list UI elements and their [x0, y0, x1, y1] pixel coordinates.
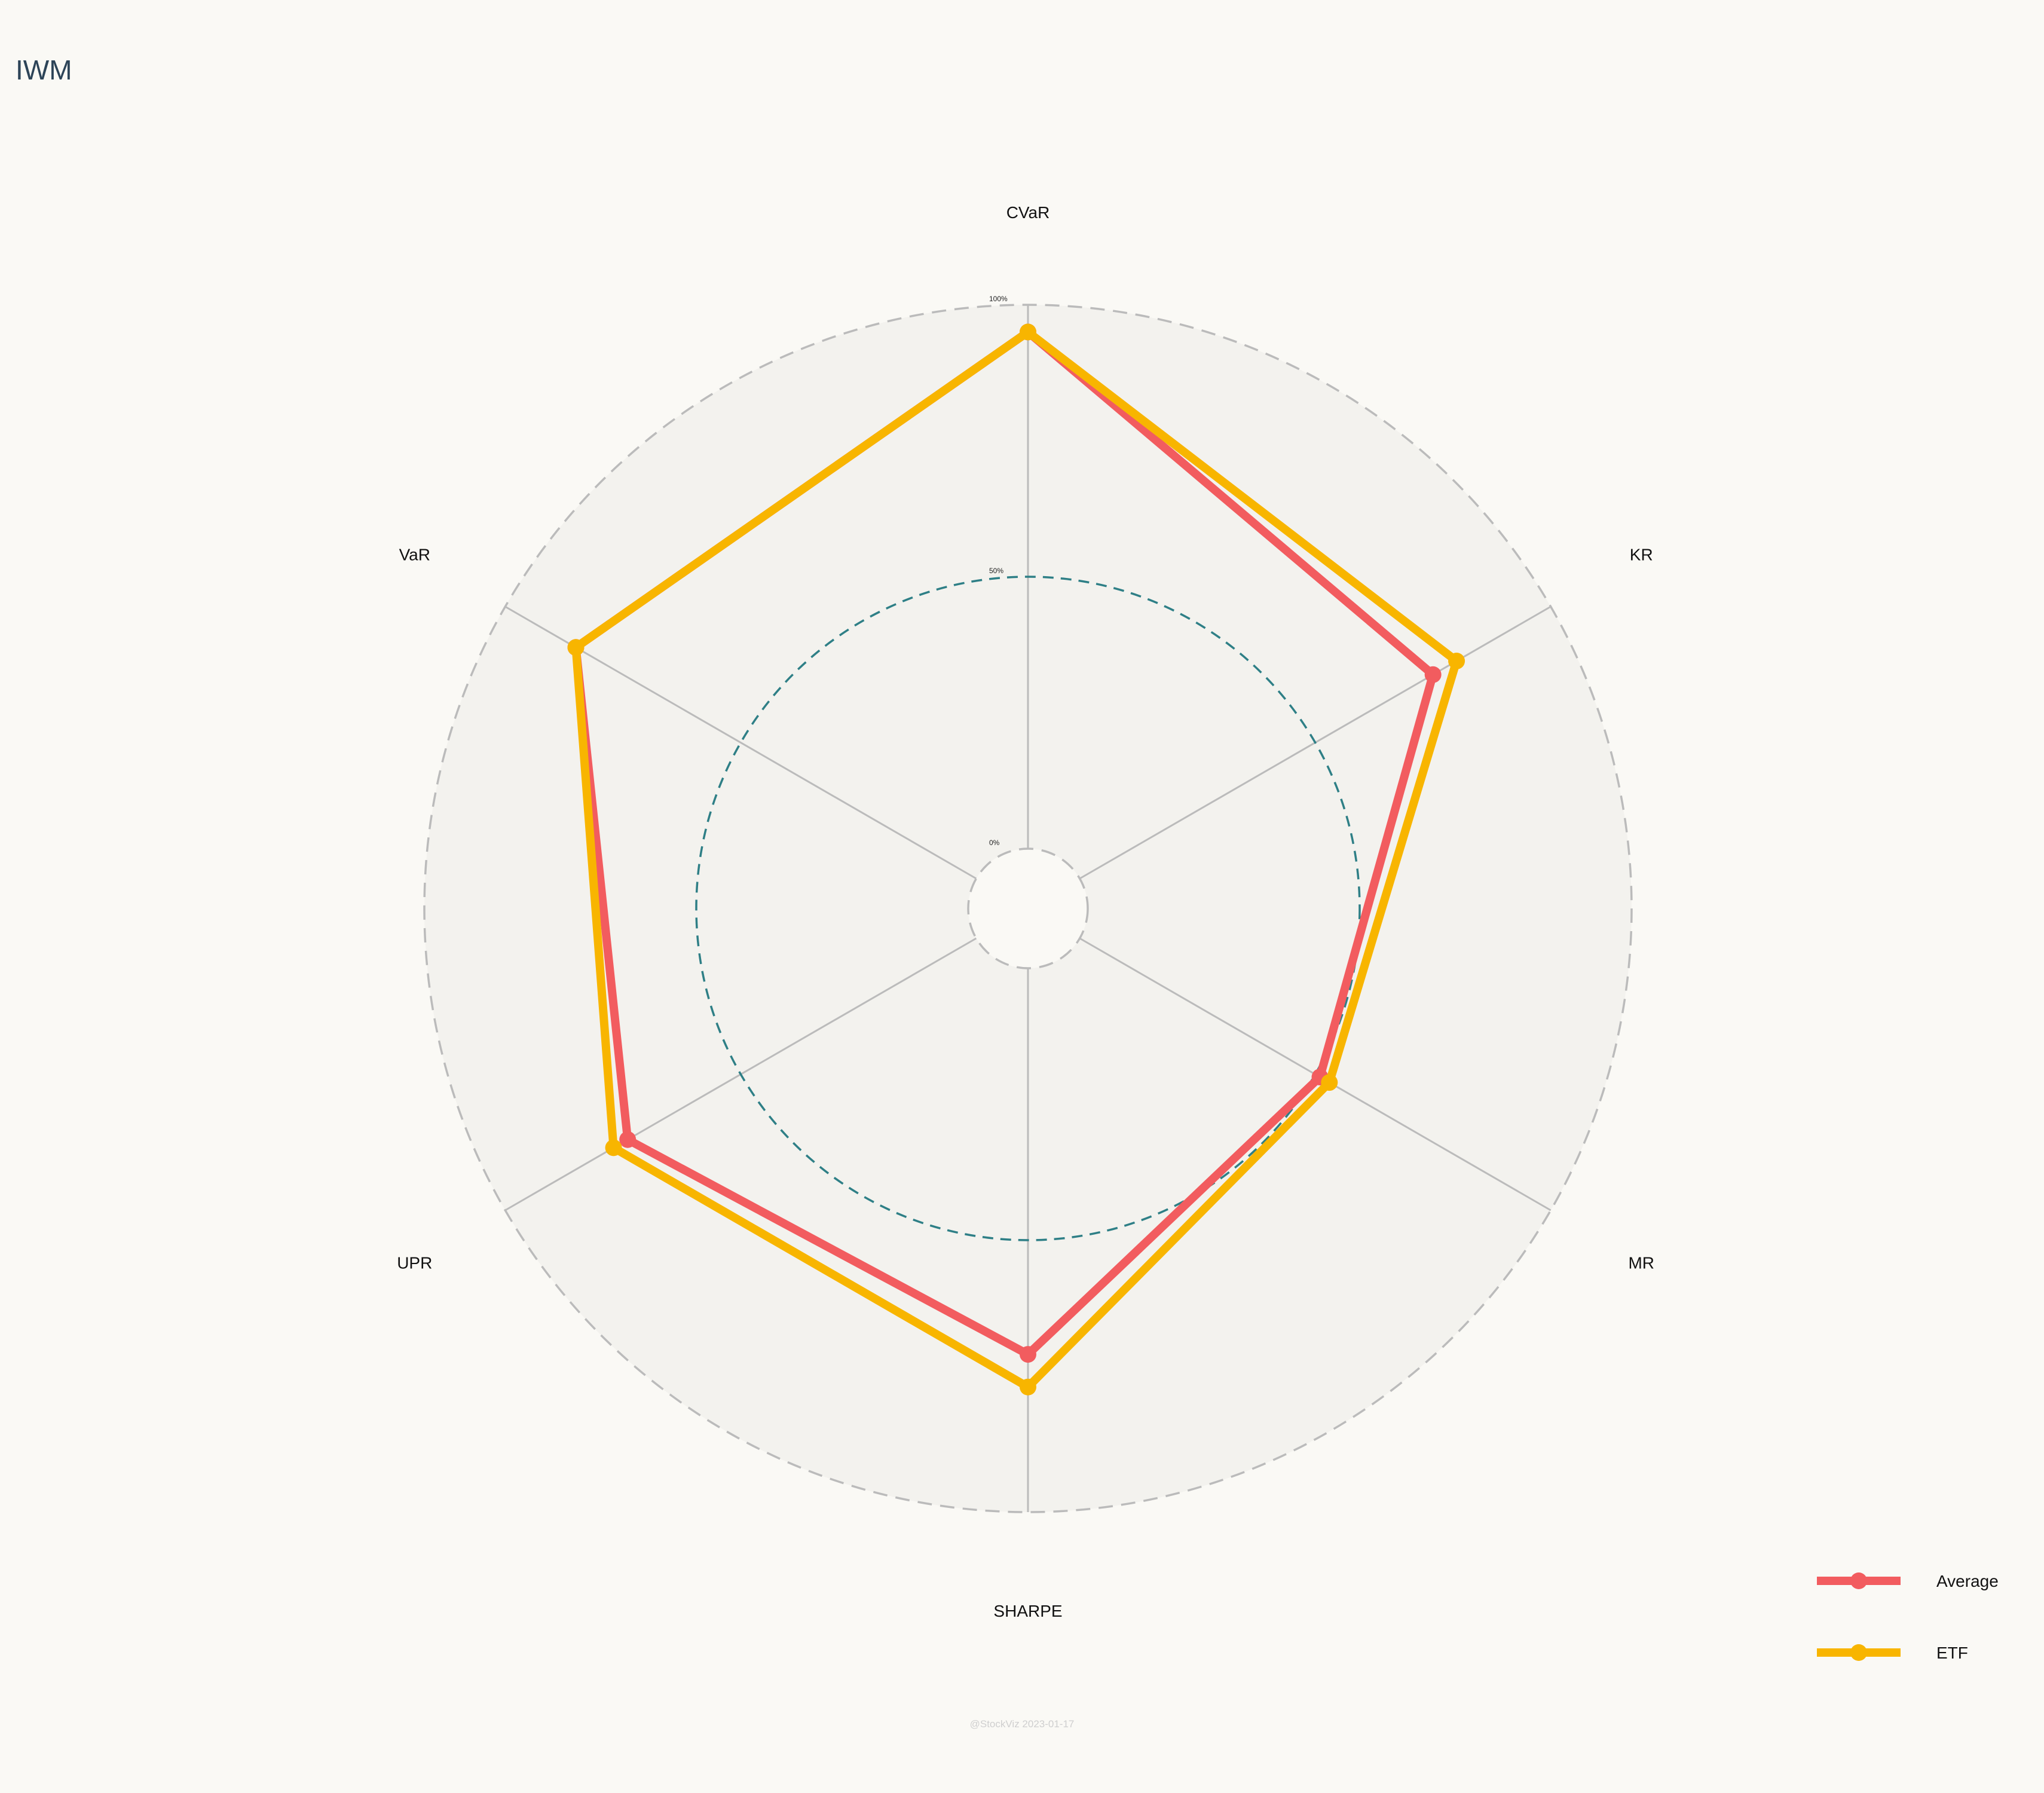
- legend-swatch-marker: [1850, 1572, 1867, 1589]
- axis-label-mr: MR: [1628, 1254, 1654, 1272]
- axis-labels: CVaR KR MR SHARPE UPR VaR: [397, 203, 1654, 1620]
- point-etf-cvar: [1020, 323, 1036, 341]
- point-etf-kr: [1448, 653, 1465, 669]
- legend: Average ETF: [1817, 1572, 1999, 1662]
- ring-100: [423, 304, 1633, 1513]
- axis-label-sharpe: SHARPE: [993, 1602, 1062, 1620]
- ring-0: [967, 847, 1089, 969]
- point-etf-var: [567, 639, 585, 656]
- point-etf-upr: [605, 1139, 622, 1156]
- legend-label: Average: [1936, 1572, 1999, 1590]
- point-etf-sharpe: [1020, 1378, 1036, 1396]
- ring-50: [695, 576, 1361, 1241]
- point-average-sharpe: [1020, 1346, 1036, 1363]
- series-etf: [567, 323, 1465, 1396]
- axis-label-var: VaR: [399, 546, 430, 564]
- legend-item-etf: ETF: [1817, 1644, 1968, 1662]
- legend-swatch-marker: [1850, 1644, 1867, 1661]
- legend-item-average: Average: [1817, 1572, 1999, 1590]
- watermark: @StockViz 2023-01-17: [970, 1718, 1075, 1730]
- axis-label-kr: KR: [1630, 546, 1653, 564]
- spoke-var: [504, 605, 977, 880]
- chart-title: IWM: [16, 54, 72, 85]
- tick-label-100: 100%: [989, 295, 1008, 303]
- axis-label-upr: UPR: [397, 1254, 432, 1272]
- radial-grid: [423, 304, 1633, 1513]
- point-etf-mr: [1321, 1074, 1338, 1091]
- point-average-kr: [1424, 666, 1442, 683]
- point-average-upr: [619, 1131, 637, 1148]
- tick-label-0: 0%: [989, 839, 1000, 847]
- axis-label-cvar: CVaR: [1006, 203, 1050, 222]
- tick-label-50: 50%: [989, 567, 1003, 575]
- tick-labels: 0% 50% 100%: [989, 295, 1008, 847]
- legend-label: ETF: [1936, 1644, 1968, 1662]
- series-layer: [567, 323, 1465, 1396]
